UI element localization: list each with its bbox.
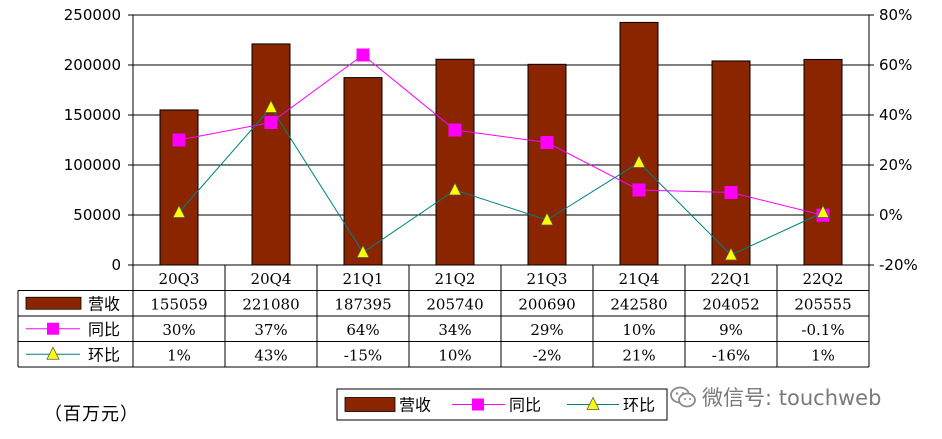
table-cell: 221080: [242, 295, 299, 313]
series-line: [178, 106, 824, 256]
y-tick-left: 100000: [64, 156, 121, 174]
table-row-label: 同比: [88, 320, 120, 339]
x-tick-label: 21Q3: [527, 270, 568, 288]
legend-label: 营收: [399, 396, 431, 415]
table-cell: 43%: [254, 346, 287, 364]
point: [264, 99, 278, 113]
wechat-icon: [670, 386, 696, 408]
table-row-label: 环比: [88, 345, 120, 364]
plot-area: [132, 14, 870, 266]
table-cell: 34%: [438, 321, 471, 339]
legend-label: 环比: [623, 396, 655, 415]
table-cell: 1%: [811, 346, 835, 364]
bar: [435, 58, 475, 266]
point: [632, 183, 646, 197]
table-cell: 37%: [254, 321, 287, 339]
y-tick-right: 0%: [879, 206, 903, 224]
bar: [803, 58, 843, 266]
y-tick-left: 200000: [64, 56, 121, 74]
point: [448, 182, 462, 196]
table-cell: 30%: [162, 321, 195, 339]
bar: [159, 109, 199, 266]
y-tick-left: 250000: [64, 6, 121, 24]
point: [724, 186, 738, 199]
y-tick-right: -20%: [879, 256, 918, 274]
table-cell: 205555: [794, 295, 851, 313]
legend-label: 同比: [509, 396, 541, 415]
point: [356, 244, 370, 258]
x-tick-label: 21Q4: [619, 270, 660, 288]
point: [172, 204, 186, 218]
legend-key: [344, 397, 396, 412]
point: [448, 123, 462, 137]
table-cell: 187395: [334, 295, 391, 313]
bar: [527, 63, 567, 266]
point: [816, 204, 830, 218]
table-cell: -2%: [533, 346, 562, 364]
y-tick-left: 150000: [64, 106, 121, 124]
table-cell: 242580: [610, 295, 667, 313]
table-legend-marker: [46, 346, 60, 360]
legend-marker: [586, 396, 600, 410]
table-cell: -16%: [712, 346, 750, 364]
y-tick-left: 50000: [73, 206, 121, 224]
unit-label: （百万元）: [44, 404, 139, 425]
table-cell: 29%: [530, 321, 563, 339]
bar: [251, 43, 291, 266]
x-tick-label: 22Q1: [711, 270, 752, 288]
point: [356, 48, 370, 62]
bar: [343, 77, 383, 266]
table-legend-marker: [47, 322, 59, 335]
table-legend-key: [25, 296, 82, 310]
series-line: [178, 54, 824, 216]
table-cell: 204052: [702, 295, 759, 313]
bar: [711, 60, 751, 266]
watermark: 微信号: touchweb: [670, 382, 881, 412]
table-cell: 21%: [622, 346, 655, 364]
x-tick-label: 21Q1: [343, 270, 384, 288]
table-cell: 1%: [167, 346, 191, 364]
x-tick-label: 20Q3: [159, 270, 200, 288]
legend-marker: [472, 398, 484, 411]
y-tick-right: 80%: [879, 6, 912, 24]
table-cell: 64%: [346, 321, 379, 339]
point: [540, 136, 554, 149]
table-cell: -0.1%: [801, 321, 844, 339]
point: [264, 116, 278, 129]
table-cell: 10%: [622, 321, 655, 339]
table-row-label: 营收: [88, 294, 120, 313]
table-cell: 9%: [719, 321, 743, 339]
x-tick-label: 22Q2: [803, 270, 844, 288]
table-cell: 10%: [438, 346, 471, 364]
point: [724, 247, 738, 261]
table-cell: 155059: [150, 295, 207, 313]
table-cell: 200690: [518, 295, 575, 313]
y-tick-right: 40%: [879, 106, 912, 124]
table-cell: 205740: [426, 295, 483, 313]
table-cell: -15%: [344, 346, 382, 364]
point: [632, 154, 646, 168]
watermark-text: 微信号: touchweb: [702, 386, 882, 410]
y-tick-right: 60%: [879, 56, 912, 74]
point: [172, 133, 186, 147]
x-tick-label: 21Q2: [435, 270, 476, 288]
x-tick-label: 20Q4: [251, 270, 292, 288]
y-tick-left: 0: [111, 256, 121, 274]
y-tick-right: 20%: [879, 156, 912, 174]
point: [540, 212, 554, 226]
bar: [619, 21, 659, 266]
